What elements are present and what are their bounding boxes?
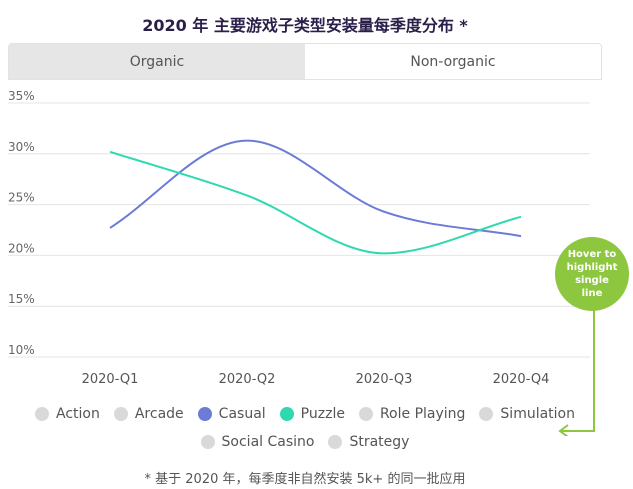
- hint-arrow-icon: [558, 308, 595, 436]
- legend-label: Puzzle: [300, 406, 345, 422]
- series-line-casual[interactable]: [109, 139, 522, 238]
- footnote: * 基于 2020 年，每季度非自然安装 5k+ 的同一批应用: [144, 472, 466, 487]
- legend-label: Arcade: [134, 406, 184, 422]
- legend-item-social-casino[interactable]: Social Casino: [200, 434, 315, 450]
- chart-title: 2020 年 主要游戏子类型安装量每季度分布 *: [142, 16, 468, 35]
- y-tick-label: 30%: [8, 140, 35, 154]
- legend-label: Social Casino: [221, 434, 315, 450]
- hover-hint-badge: Hover to highlight single line: [555, 237, 629, 311]
- legend-dot-icon: [200, 435, 215, 449]
- legend-dot-icon: [279, 407, 294, 421]
- hover-hint-text: Hover to highlight single line: [566, 249, 618, 299]
- legend-dot-icon: [328, 435, 343, 449]
- line-chart: 10% 15% 20% 25% 30% 35% 2020-Q1 2020-Q2 2020-Q3 2…: [8, 89, 590, 387]
- legend-dot-icon: [479, 407, 494, 421]
- legend-dot-icon: [35, 407, 49, 421]
- y-tick-label: 25%: [8, 191, 35, 205]
- legend-label: Action: [56, 406, 100, 422]
- legend-label: Role Playing: [379, 406, 466, 422]
- legend-item-simulation[interactable]: Simulation: [479, 406, 575, 422]
- legend-dot-icon: [358, 407, 373, 421]
- y-tick-label: 10%: [8, 343, 35, 357]
- legend-dot-icon: [113, 407, 128, 421]
- tab-organic[interactable]: Organic: [9, 44, 305, 79]
- legend-item-action[interactable]: Action: [35, 406, 100, 422]
- legend-item-casual[interactable]: Casual: [197, 406, 266, 422]
- y-tick-label: 20%: [8, 241, 35, 255]
- x-tick-label: 2020-Q2: [219, 372, 276, 387]
- legend-row: Social Casino Strategy: [0, 434, 610, 450]
- legend-item-role-playing[interactable]: Role Playing: [358, 406, 466, 422]
- y-tick-label: 15%: [8, 292, 35, 306]
- legend-row: Action Arcade Casual Puzzle Role Playing Simu…: [0, 406, 610, 422]
- tab-bar: Organic Non-organic: [8, 43, 602, 80]
- legend-dot-icon: [197, 407, 212, 421]
- x-tick-label: 2020-Q4: [493, 372, 550, 387]
- legend-item-strategy[interactable]: Strategy: [328, 434, 409, 450]
- legend-label: Simulation: [500, 406, 575, 422]
- legend-item-arcade[interactable]: Arcade: [113, 406, 184, 422]
- series-line-puzzle[interactable]: [109, 150, 522, 255]
- legend-label: Casual: [218, 406, 266, 422]
- legend-item-puzzle[interactable]: Puzzle: [279, 406, 345, 422]
- x-tick-label: 2020-Q3: [356, 372, 413, 387]
- x-tick-label: 2020-Q1: [82, 372, 139, 387]
- legend-label: Strategy: [349, 434, 410, 450]
- y-tick-label: 35%: [8, 89, 35, 103]
- tab-non-organic[interactable]: Non-organic: [305, 44, 601, 79]
